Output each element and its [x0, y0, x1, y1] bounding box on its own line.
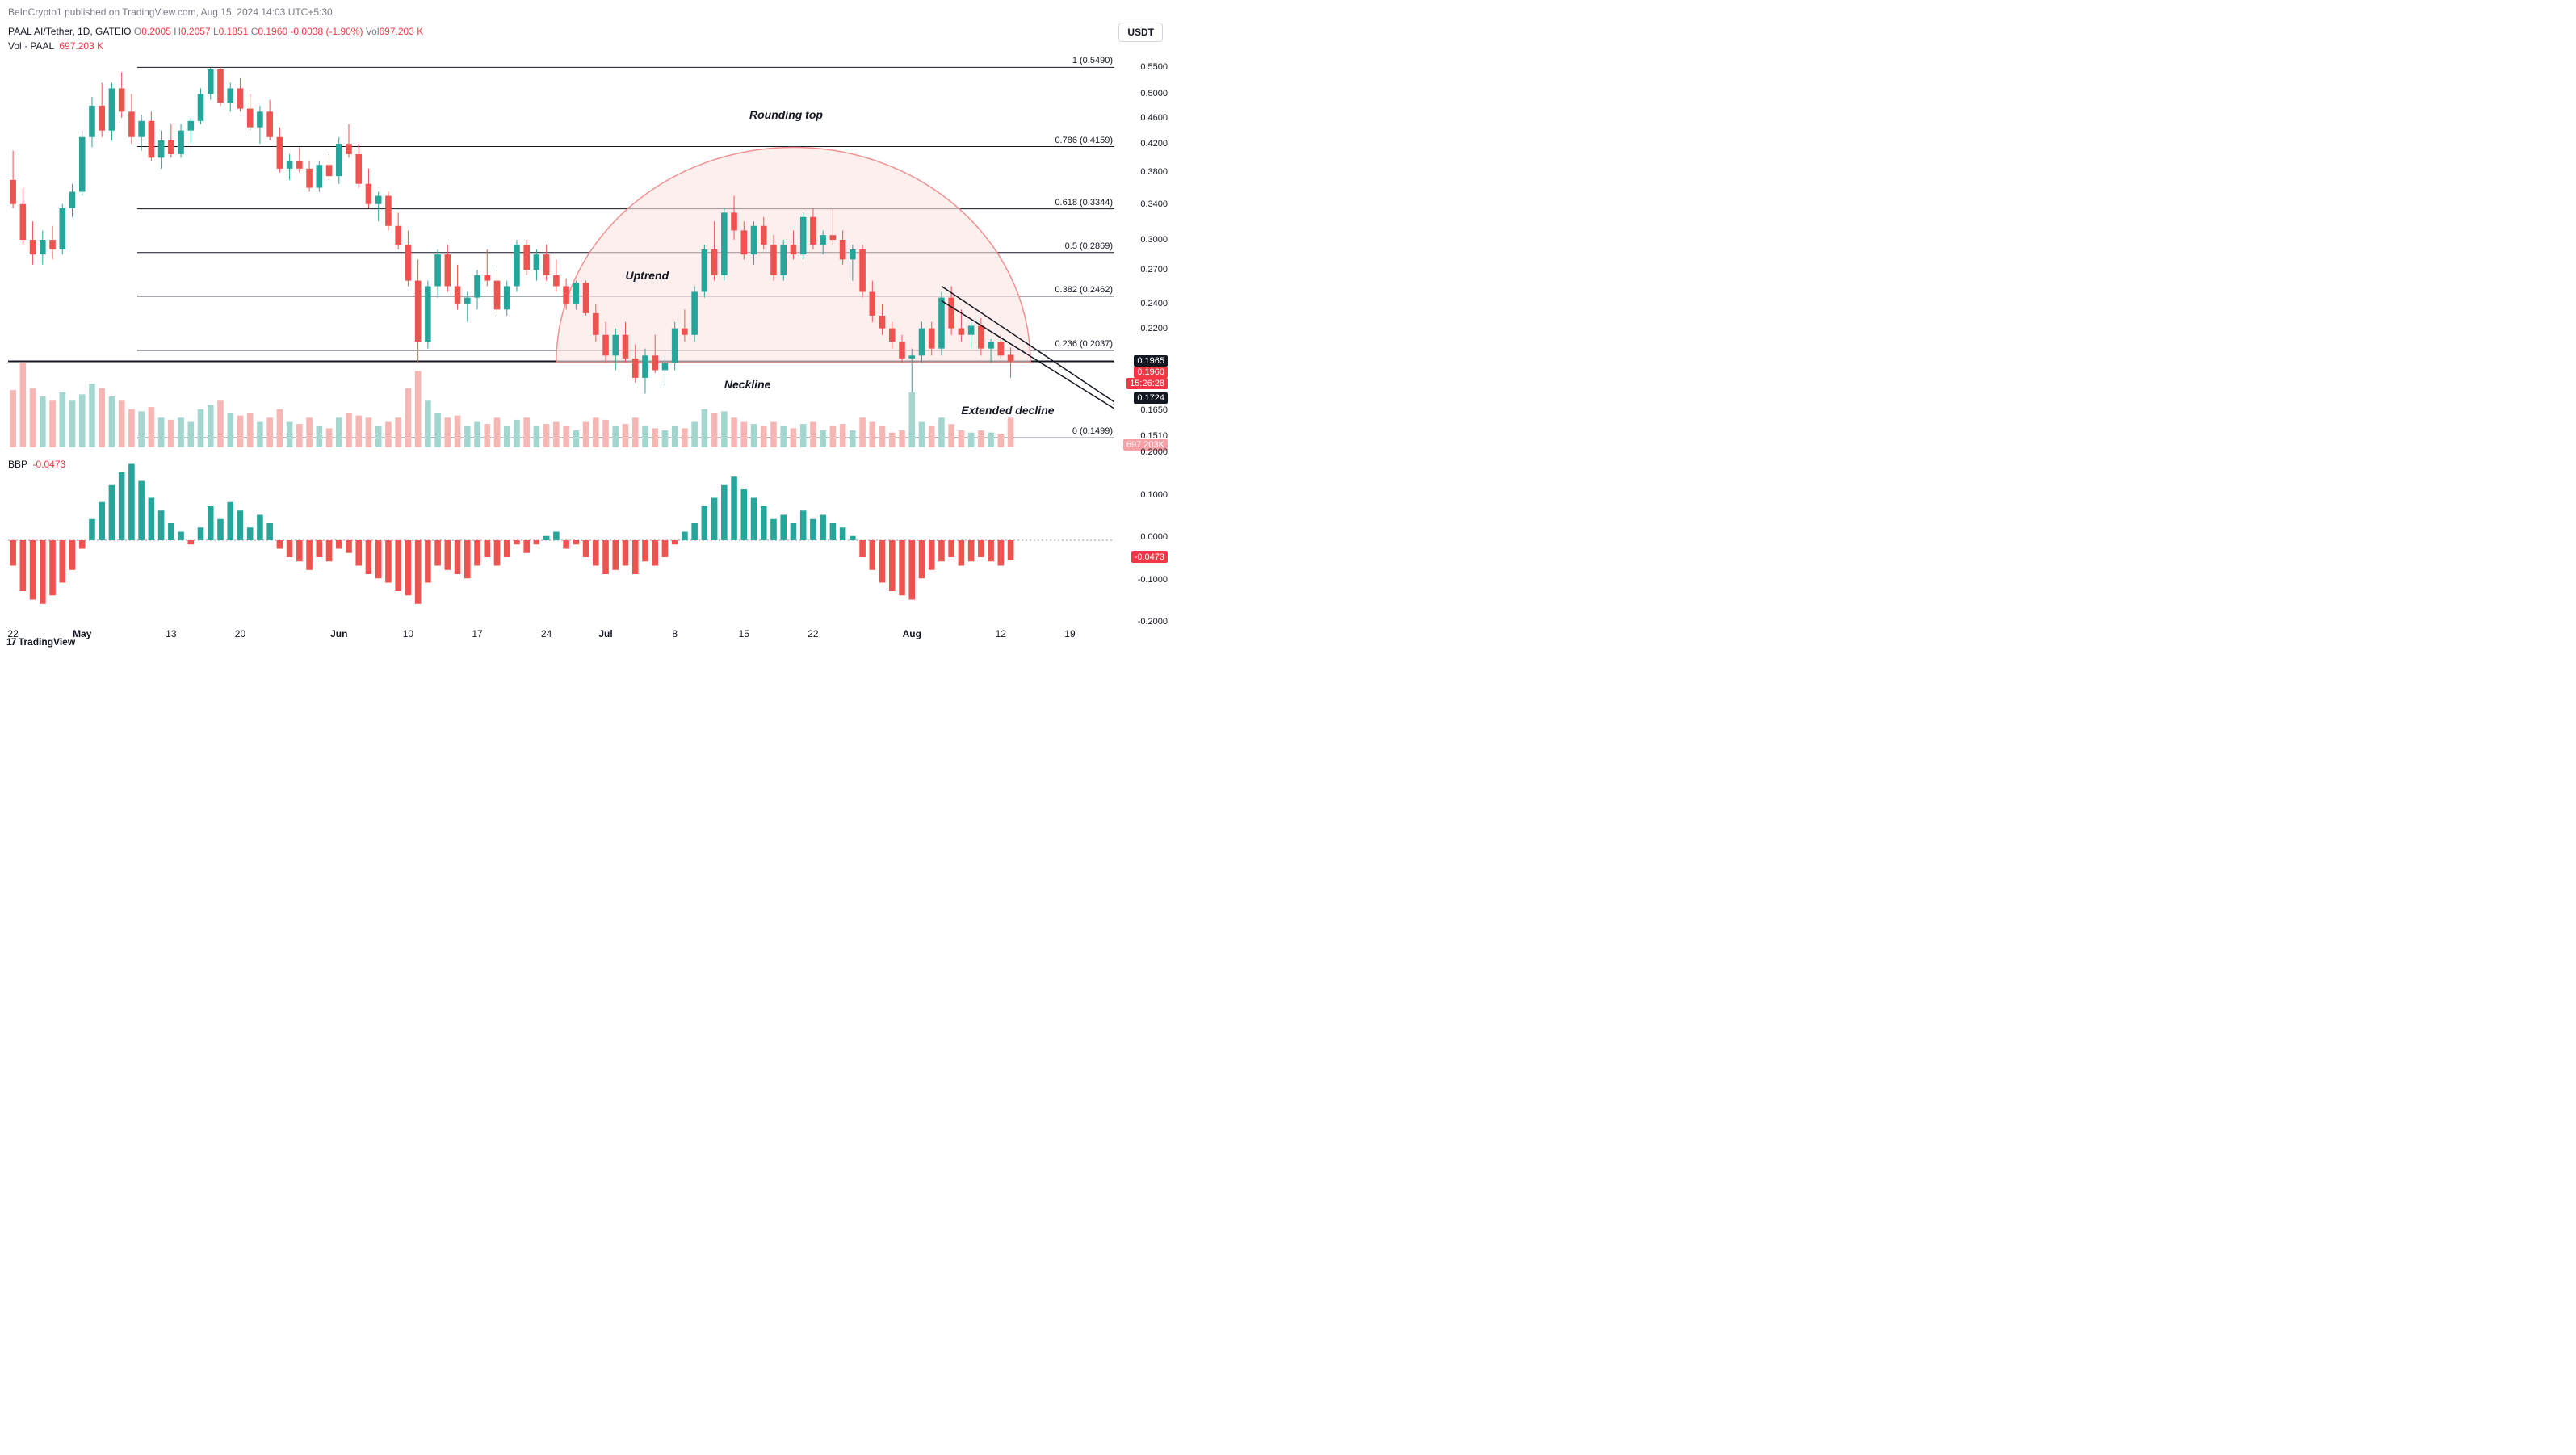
- vol-label: Vol: [366, 26, 380, 37]
- price-tick: 0.2400: [1140, 299, 1168, 308]
- annotation-uptrend: Uptrend: [626, 269, 669, 282]
- tradingview-logo: 17 TradingView: [6, 636, 75, 648]
- fib-label: 0.618 (0.3344): [1055, 198, 1113, 208]
- time-tick: Jun: [330, 628, 347, 639]
- time-axis: 22May1320Jun101724Jul81522Aug1219: [8, 628, 1114, 643]
- price-tick: 0.4200: [1140, 139, 1168, 149]
- change-value: -0.0038 (-1.90%): [290, 26, 363, 37]
- time-tick: 10: [403, 628, 413, 639]
- open-value: 0.2005: [141, 26, 171, 37]
- currency-button[interactable]: USDT: [1118, 23, 1163, 42]
- annotation-rounding_top: Rounding top: [749, 108, 823, 121]
- time-tick: Jul: [598, 628, 612, 639]
- vol-value: 697.203 K: [380, 26, 424, 37]
- fib-label: 0.5 (0.2869): [1065, 241, 1113, 251]
- bbp-tick: -0.2000: [1138, 617, 1168, 627]
- vol-indicator-label: Vol · PAAL: [8, 40, 54, 52]
- bbp-tick: 0.2000: [1140, 447, 1168, 457]
- publisher-line: BeInCrypto1 published on TradingView.com…: [8, 6, 333, 18]
- price-tag: 0.1724: [1134, 392, 1168, 404]
- annotation-extended: Extended decline: [961, 404, 1054, 417]
- annotation-neckline: Neckline: [724, 378, 771, 391]
- time-tick: 15: [739, 628, 749, 639]
- fib-label: 0.786 (0.4159): [1055, 136, 1113, 145]
- volume-indicator-row: Vol · PAAL 697.203 K: [8, 40, 103, 52]
- high-label: H: [174, 26, 181, 37]
- price-tick: 0.1650: [1140, 405, 1168, 415]
- price-tick: 0.2700: [1140, 265, 1168, 275]
- close-value: 0.1960: [258, 26, 287, 37]
- price-tick: 0.3400: [1140, 199, 1168, 209]
- price-tick: 0.3000: [1140, 235, 1168, 245]
- price-axis: 0.5500 0.5000 0.4600 0.4200 0.3800 0.3400 0.30…: [1122, 52, 1171, 447]
- price-tick: 0.4600: [1140, 113, 1168, 123]
- time-tick: 20: [235, 628, 245, 639]
- vol-indicator-value: 697.203 K: [59, 40, 103, 52]
- fib-label: 0 (0.1499): [1072, 426, 1113, 436]
- symbol-info-row: PAAL AI/Tether, 1D, GATEIO O0.2005 H0.20…: [8, 26, 423, 37]
- time-tick: 19: [1064, 628, 1075, 639]
- chart-svg-area[interactable]: [8, 52, 1114, 641]
- price-tag: 0.1965: [1134, 355, 1168, 367]
- bbp-tick: -0.1000: [1138, 575, 1168, 585]
- price-tick: 0.5000: [1140, 89, 1168, 99]
- time-tick: 8: [672, 628, 678, 639]
- time-tick: 13: [166, 628, 176, 639]
- time-tick: 24: [541, 628, 552, 639]
- low-value: 0.1851: [219, 26, 249, 37]
- bbp-tick: 0.1000: [1140, 490, 1168, 500]
- high-value: 0.2057: [181, 26, 211, 37]
- time-tick: Aug: [903, 628, 921, 639]
- symbol-name[interactable]: PAAL AI/Tether, 1D, GATEIO: [8, 26, 132, 37]
- open-label: O: [134, 26, 141, 37]
- time-tick: 22: [808, 628, 818, 639]
- bbp-tick: 0.0000: [1140, 532, 1168, 542]
- low-label: L: [213, 26, 219, 37]
- fib-label: 0.236 (0.2037): [1055, 339, 1113, 349]
- bbp-axis: 0.20000.10000.0000-0.0473-0.1000-0.2000-…: [1122, 452, 1171, 622]
- time-tick: 17: [472, 628, 482, 639]
- price-tag: 15:26:28: [1126, 378, 1168, 389]
- price-tag: 0.1960: [1134, 367, 1168, 378]
- fib-label: 0.382 (0.2462): [1055, 285, 1113, 295]
- time-tick: May: [73, 628, 91, 639]
- fib-label: 1 (0.5490): [1072, 56, 1113, 65]
- bbp-tag: -0.0473: [1131, 551, 1168, 563]
- price-tick: 0.2200: [1140, 324, 1168, 333]
- price-tick: 0.3800: [1140, 167, 1168, 177]
- price-tick: 0.5500: [1140, 62, 1168, 72]
- chart-container: BeInCrypto1 published on TradingView.com…: [0, 0, 1171, 652]
- time-tick: 12: [996, 628, 1006, 639]
